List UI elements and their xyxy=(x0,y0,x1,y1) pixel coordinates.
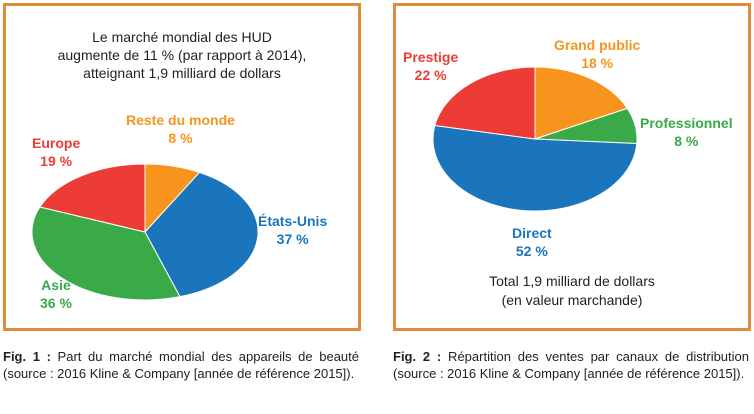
caption-text: Répartition des ventes par canaux de dis… xyxy=(393,349,750,381)
slice-category: Grand public xyxy=(554,37,641,53)
slice-label-professionnel: Professionnel 8 % xyxy=(640,114,733,150)
pie-slice-europe xyxy=(39,163,146,233)
pie-slice-direct xyxy=(432,124,638,212)
chart-panel-distribution: Grand public 18 % Professionnel 8 % Dire… xyxy=(393,3,751,331)
slice-label-grand-public: Grand public 18 % xyxy=(554,36,640,72)
slice-value: 22 % xyxy=(414,67,447,83)
caption-prefix: Fig. 2 : xyxy=(393,349,442,364)
pie-slice-asie xyxy=(31,206,181,301)
slice-value: 36 % xyxy=(40,295,72,311)
slice-value: 37 % xyxy=(276,231,309,247)
slice-label-etats-unis: États-Unis 37 % xyxy=(258,212,327,248)
chart-note: Total 1,9 milliard de dollars (en valeur… xyxy=(396,272,748,310)
slice-value: 18 % xyxy=(581,55,614,71)
pie-slice-etats-unis xyxy=(144,171,259,298)
slice-value: 8 % xyxy=(674,133,699,149)
slice-category: Reste du monde xyxy=(126,112,235,128)
slice-label-asie: Asie 36 % xyxy=(40,276,72,312)
slice-label-reste-du-monde: Reste du monde 8 % xyxy=(126,111,235,147)
slice-value: 8 % xyxy=(168,130,193,146)
slice-category: Europe xyxy=(32,135,81,151)
chart-panel-market-share: Le marché mondial des HUD augmente de 11… xyxy=(3,3,361,331)
slice-category: Direct xyxy=(512,225,552,241)
slice-category: Prestige xyxy=(403,49,459,65)
chart-title-line: augmente de 11 % (par rapport à 2014), xyxy=(57,47,307,63)
slice-category: Asie xyxy=(41,277,71,293)
chart-title: Le marché mondial des HUD augmente de 11… xyxy=(6,28,358,82)
slice-value: 19 % xyxy=(40,153,73,169)
figure-caption-2: Fig. 2 : Répartition des ventes par cana… xyxy=(393,348,749,382)
slice-label-direct: Direct 52 % xyxy=(512,224,552,260)
slice-label-europe: Europe 19 % xyxy=(32,134,80,170)
chart-title-line: atteignant 1,9 milliard de dollars xyxy=(83,65,281,81)
pie-chart-distribution xyxy=(432,66,638,212)
pie-chart-market-share xyxy=(31,163,259,301)
slice-label-prestige: Prestige 22 % xyxy=(403,48,458,84)
figure-caption-1: Fig. 1 : Part du marché mondial des appa… xyxy=(3,348,359,382)
slice-category: États-Unis xyxy=(258,213,328,229)
caption-text: Part du marché mondial des appareils de … xyxy=(3,349,360,381)
slice-value: 52 % xyxy=(515,243,548,259)
chart-note-line: Total 1,9 milliard de dollars xyxy=(489,273,655,289)
caption-prefix: Fig. 1 : xyxy=(3,349,51,364)
chart-note-line: (en valeur marchande) xyxy=(501,292,643,308)
chart-title-line: Le marché mondial des HUD xyxy=(92,29,272,45)
slice-category: Professionnel xyxy=(640,115,733,131)
pie-slice-grand-public xyxy=(534,66,629,140)
pie-slice-prestige xyxy=(434,66,536,140)
